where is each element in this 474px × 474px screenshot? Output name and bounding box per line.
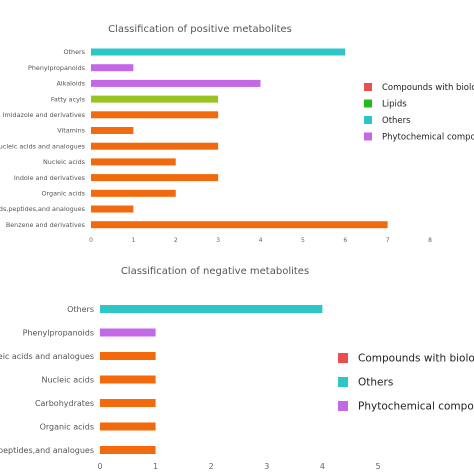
legend-swatch — [338, 353, 348, 363]
category-label: Fatty acyls — [51, 95, 86, 103]
category-label: Imidazole and derivatives — [3, 111, 86, 119]
category-label: Phenylpropanoids — [28, 64, 86, 72]
legend-label: Lipids — [382, 99, 407, 109]
bar — [91, 174, 219, 182]
category-label: Nucleic acids and analogues — [0, 142, 86, 150]
bar — [91, 95, 219, 103]
bar — [100, 422, 156, 431]
legend-swatch — [364, 99, 372, 108]
chart-title: Classification of negative metabolites — [121, 266, 309, 277]
x-tick-label: 3 — [216, 237, 220, 244]
bar — [100, 399, 156, 407]
category-label: Nucleic acids and analogues — [0, 352, 94, 361]
bar — [100, 305, 323, 313]
category-label: Vitamins — [57, 127, 85, 135]
category-label: Benzene and derivatives — [6, 221, 86, 229]
legend-label: Others — [382, 116, 411, 126]
legend-label: Compounds with biological roles — [382, 83, 474, 93]
category-label: Carbohydrates — [35, 399, 94, 408]
bar — [91, 158, 176, 166]
x-tick-label: 2 — [209, 462, 214, 471]
x-tick-label: 7 — [386, 237, 390, 244]
x-tick-label: 4 — [320, 462, 325, 471]
x-tick-label: 3 — [264, 462, 269, 471]
legend-swatch — [364, 83, 372, 91]
x-tick-label: 4 — [259, 237, 263, 244]
positive-metabolites-chart: Classification of positive metabolites O… — [0, 24, 474, 244]
x-tick-label: 0 — [97, 462, 102, 471]
bar — [100, 352, 156, 360]
category-label: Amino acids,peptides,and analogues — [0, 205, 86, 213]
legend-label: Phytochemical compounds — [382, 132, 474, 142]
category-label: Nucleic acids — [41, 375, 94, 384]
bar — [91, 189, 176, 197]
legend-label: Compounds with biological roles — [358, 353, 474, 365]
category-label: Others — [67, 305, 94, 314]
bar — [91, 127, 134, 134]
bar — [91, 142, 219, 150]
category-label: Amino acids,peptides,and analogues — [0, 446, 94, 455]
category-label: Phenylpropanoids — [23, 328, 94, 337]
category-label: Alkaloids — [57, 80, 86, 88]
legend-swatch — [364, 132, 372, 141]
bar — [100, 446, 156, 454]
legend-swatch — [338, 377, 348, 387]
bar — [91, 79, 261, 87]
x-tick-label: 0 — [89, 237, 93, 244]
x-tick-label: 1 — [153, 462, 158, 471]
bar — [100, 328, 156, 337]
category-label: Nucleic acids — [43, 158, 86, 166]
chart-title: Classification of positive metabolites — [108, 24, 292, 35]
x-tick-label: 1 — [131, 237, 135, 244]
legend-label: Others — [358, 377, 393, 389]
x-tick-label: 6 — [343, 237, 347, 244]
category-label: Organic acids — [40, 422, 94, 431]
legend-swatch — [364, 116, 372, 124]
legend-swatch — [338, 401, 348, 411]
x-tick-label: 8 — [428, 237, 432, 244]
category-label: Others — [64, 48, 86, 56]
bar — [91, 221, 388, 229]
legend-label: Phytochemical compounds — [358, 401, 474, 413]
bar — [91, 64, 134, 72]
x-tick-label: 5 — [375, 462, 380, 471]
category-label: Organic acids — [42, 190, 86, 198]
bar — [100, 375, 156, 384]
bar — [91, 48, 346, 56]
x-tick-label: 5 — [301, 237, 305, 244]
x-tick-label: 2 — [174, 237, 178, 244]
negative-metabolites-chart: Classification of negative metabolites O… — [0, 266, 474, 471]
bar — [91, 205, 134, 213]
category-label: Indole and derivatives — [14, 174, 86, 182]
bar — [91, 111, 219, 119]
